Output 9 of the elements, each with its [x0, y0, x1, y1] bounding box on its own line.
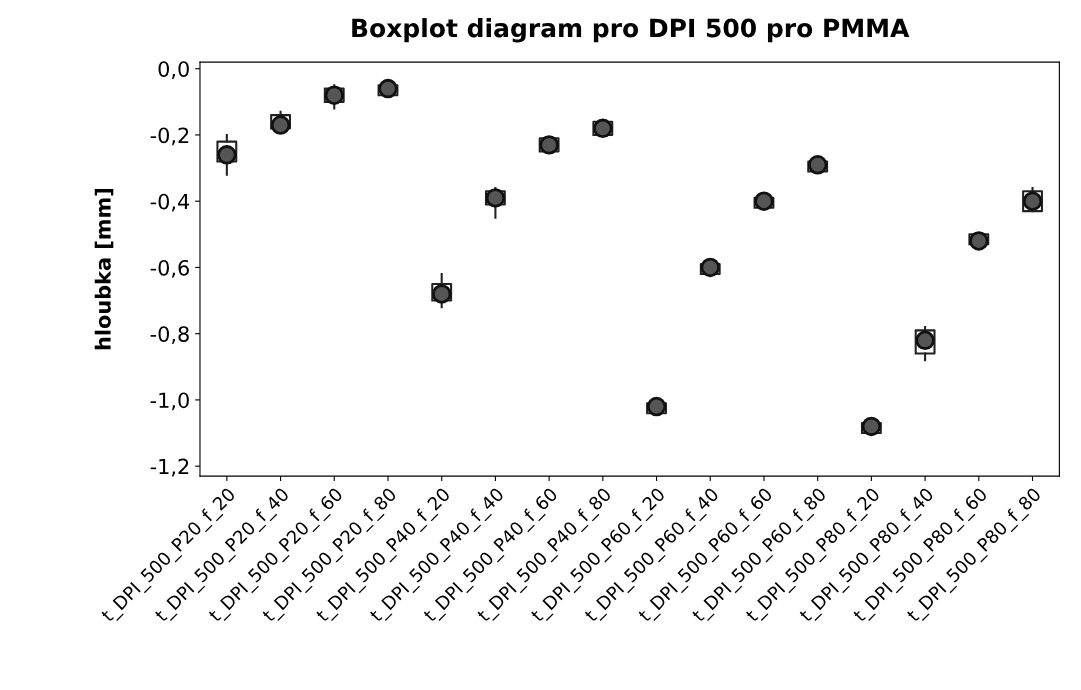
- y-tick-label: -0,6: [150, 259, 189, 278]
- y-axis-title: hloubka [mm]: [94, 189, 114, 350]
- y-tick-label: 0,0: [158, 61, 189, 80]
- y-tick-label: -1,0: [150, 392, 189, 411]
- y-tick-label: -0,4: [150, 193, 190, 212]
- y-tick-label: -0,2: [150, 127, 189, 146]
- y-tick-label: -1,2: [150, 458, 189, 477]
- chart-title: Boxplot diagram pro DPI 500 pro PMMA: [352, 18, 910, 43]
- y-tick-label: -0,8: [150, 326, 189, 345]
